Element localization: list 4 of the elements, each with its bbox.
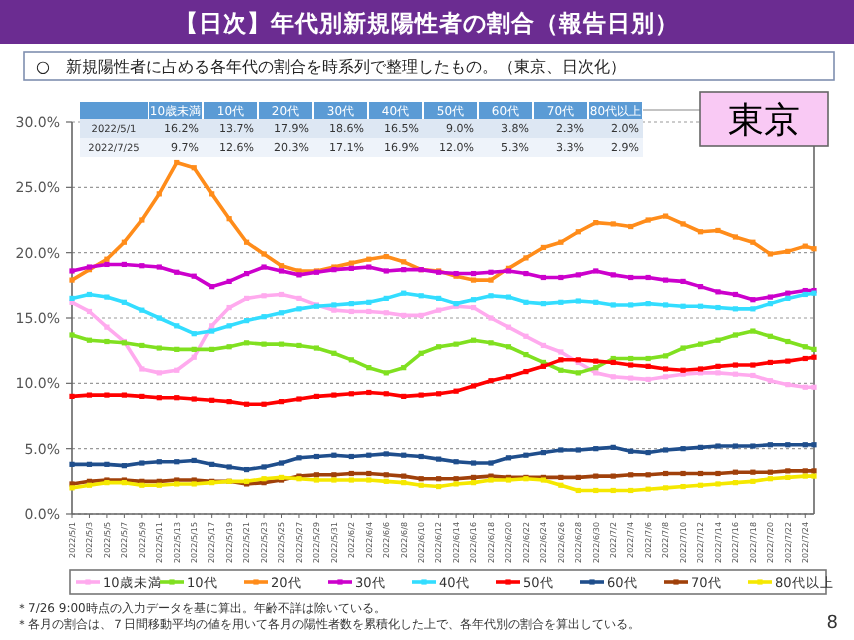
- text: 8: [826, 614, 839, 634]
- annotation: 東京: [728, 100, 800, 142]
- chart-title: 【日次】年代別新規陽性者の割合（報告日別）: [175, 9, 679, 37]
- chart-subtitle: ○ 新規陽性者に占める各年代の割合を時系列で整理したもの。（東京、日次化）: [36, 58, 626, 76]
